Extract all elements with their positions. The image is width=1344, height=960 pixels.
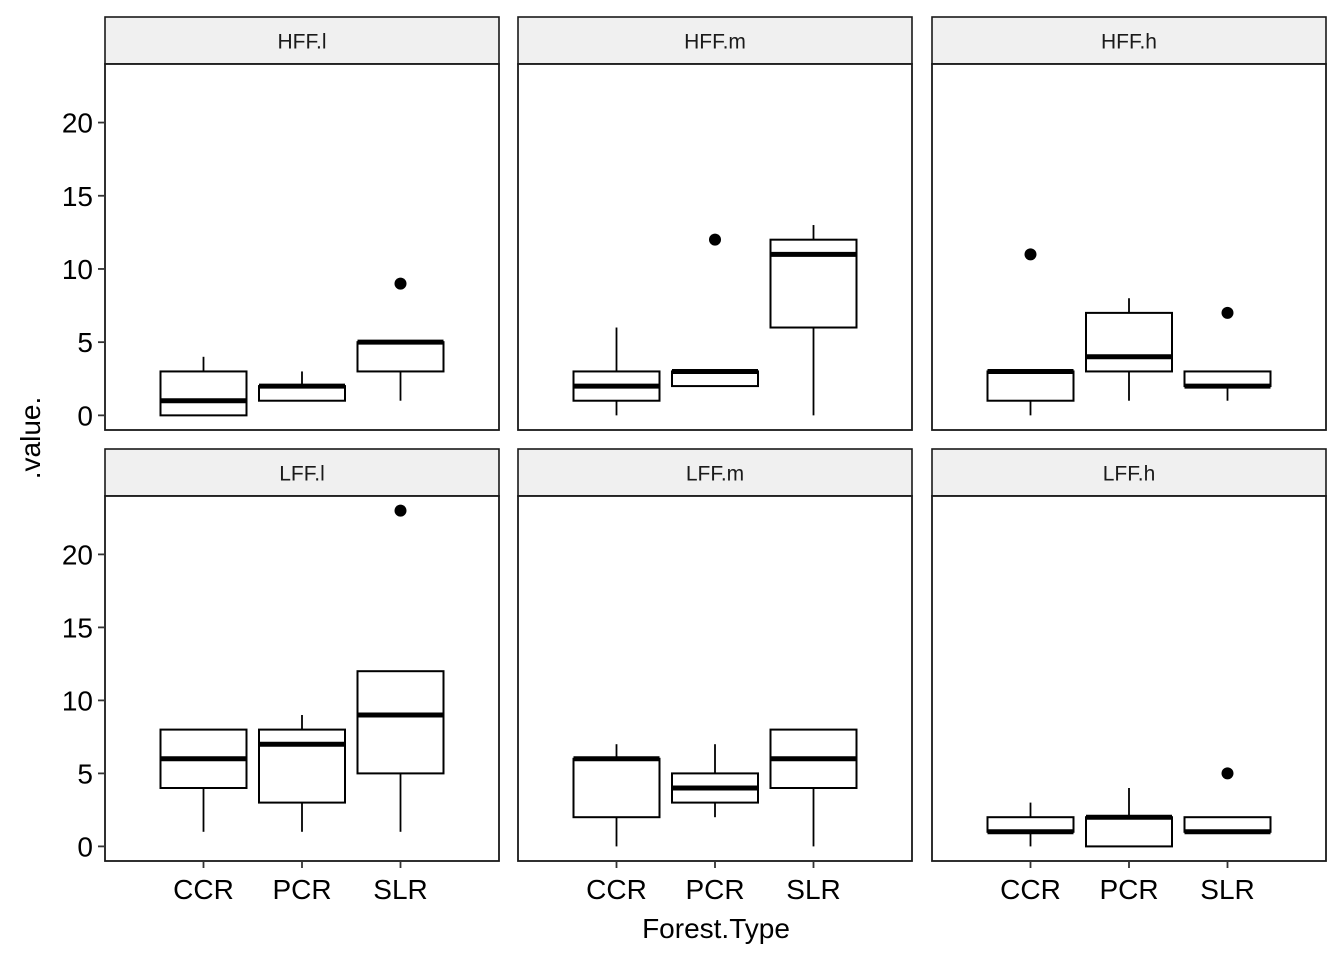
outlier-point <box>1222 767 1234 779</box>
facet-strip-label: LFF.l <box>279 463 325 486</box>
outlier-point <box>395 505 407 517</box>
x-tick-label: PCR <box>272 874 331 905</box>
x-tick-label: CCR <box>173 874 234 905</box>
x-tick-label: PCR <box>685 874 744 905</box>
facet-strip-label: HFF.m <box>684 31 746 54</box>
box-iqr <box>358 671 444 773</box>
box-iqr <box>259 730 345 803</box>
box-iqr <box>574 759 660 817</box>
x-tick-label: CCR <box>1000 874 1061 905</box>
facet-strip-label: HFF.h <box>1101 31 1157 54</box>
box-iqr <box>988 371 1074 400</box>
y-tick-label: 10 <box>62 254 93 285</box>
x-tick-label: SLR <box>373 874 427 905</box>
y-tick-label: 15 <box>62 181 93 212</box>
y-tick-label: 5 <box>77 758 93 789</box>
outlier-point <box>1222 307 1234 319</box>
facet-strip-label: LFF.h <box>1103 463 1156 486</box>
facet-panel: LFF.m CCR PCR SLR <box>518 449 912 905</box>
facet-strip-label: HFF.l <box>278 31 327 54</box>
y-tick-label: 20 <box>62 108 93 139</box>
y-axis-title: .value. <box>15 397 46 480</box>
outlier-point <box>1025 248 1037 260</box>
outlier-point <box>395 278 407 290</box>
x-tick-label: SLR <box>1200 874 1254 905</box>
x-axis-title: Forest.Type <box>642 913 790 944</box>
facet-panels: HFF.l 0 5 10 15 20 HFF.m HFF.h LFF.l 0 5 10 15 20 CCR P… <box>62 17 1326 905</box>
x-tick-label: PCR <box>1099 874 1158 905</box>
facet-panel: HFF.l 0 5 10 15 20 <box>62 17 499 431</box>
y-tick-label: 15 <box>62 612 93 643</box>
y-tick-label: 0 <box>77 831 93 862</box>
y-tick-label: 0 <box>77 400 93 431</box>
y-tick-label: 20 <box>62 539 93 570</box>
y-tick-label: 10 <box>62 685 93 716</box>
facet-panel: HFF.m <box>518 17 912 430</box>
facet-panel: LFF.l 0 5 10 15 20 CCR PCR SLR <box>62 449 499 905</box>
y-tick-label: 5 <box>77 327 93 358</box>
outlier-point <box>709 234 721 246</box>
facet-panel: LFF.h CCR PCR SLR <box>932 449 1326 905</box>
x-tick-label: SLR <box>786 874 840 905</box>
facet-panel: HFF.h <box>932 17 1326 430</box>
box-iqr <box>161 371 247 415</box>
box-iqr <box>358 342 444 371</box>
box-iqr <box>1086 817 1172 846</box>
facet-strip-label: LFF.m <box>686 463 744 486</box>
box-iqr <box>1086 313 1172 372</box>
x-tick-label: CCR <box>586 874 647 905</box>
